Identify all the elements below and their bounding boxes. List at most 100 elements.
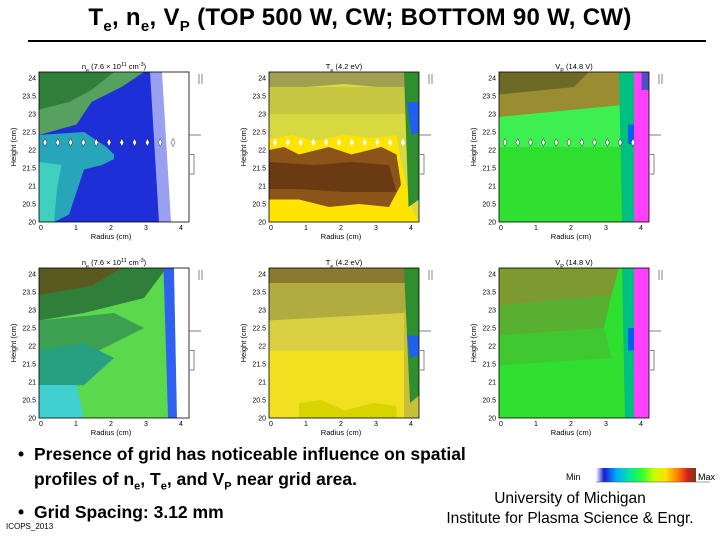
contour-region — [407, 102, 419, 135]
x-tick-label: 0 — [39, 225, 43, 232]
y-tick-label: 23 — [258, 308, 266, 315]
plot-frame — [498, 71, 650, 223]
y-tick-label: 23.5 — [252, 290, 266, 297]
x-tick-label: 3 — [604, 421, 608, 428]
x-tick-label: 2 — [109, 421, 113, 428]
legend-min-label: Min — [566, 472, 581, 482]
grid-wire-marker — [273, 138, 277, 147]
contour-region — [499, 105, 627, 147]
y-tick-label: 22.5 — [482, 326, 496, 333]
x-tick-label: 1 — [304, 225, 308, 232]
x-axis-label: Radius (cm) — [551, 232, 592, 241]
bullet-item: • Presence of grid has noticeable influe… — [18, 442, 538, 467]
plot-frame — [38, 71, 190, 223]
y-tick-label: 22.5 — [252, 326, 266, 333]
contour-panel: Te (4.2 eV) 24 23.5 23 22.5 22 21.5 21 20.5 20 0 1 2… — [232, 60, 468, 250]
affiliation-block: University of Michigan Institute for Pla… — [420, 489, 720, 529]
y-tick-label: 24 — [488, 272, 496, 279]
y-tick-label: 22.5 — [22, 130, 36, 137]
contour-fill — [39, 72, 189, 222]
bullet-dot-icon: • — [18, 444, 25, 464]
legend-gradient-bar — [596, 468, 696, 482]
contour-region — [39, 313, 144, 351]
y-tick-label: 23.5 — [482, 94, 496, 101]
y-tick-label: 20.5 — [252, 202, 266, 209]
grid-wire-marker — [401, 138, 405, 147]
y-tick-label: 24 — [258, 272, 266, 279]
grid-wire-marker — [553, 138, 559, 147]
title-underline — [28, 40, 706, 42]
reactor-geometry-outline — [189, 270, 203, 371]
contour-region — [39, 72, 114, 110]
grid-wire-marker — [515, 138, 521, 147]
y-tick-label: 21 — [258, 380, 266, 387]
contour-region — [619, 72, 634, 222]
y-tick-label: 21 — [488, 184, 496, 191]
contour-panel: VP (14.8 V) 24 23.5 23 22.5 22 21.5 21 20.5 20 0 1 2… — [462, 256, 698, 446]
contour-region — [641, 72, 649, 90]
contour-region — [39, 385, 84, 418]
grid-wire-marker — [605, 138, 610, 147]
y-tick-label: 21.5 — [22, 362, 36, 369]
grid-wire-marker — [349, 138, 354, 147]
contour-region — [269, 72, 419, 90]
grid-wire-marker — [68, 138, 73, 147]
bullet-list: • Presence of grid has noticeable influe… — [18, 442, 538, 525]
conference-footer: ICOPS_2013 — [6, 522, 54, 531]
bullet-item: • Grid Spacing: 3.12 mm — [18, 500, 538, 525]
x-tick-label: 0 — [499, 225, 503, 232]
x-tick-label: 3 — [374, 225, 378, 232]
x-axis-label: Radius (cm) — [91, 232, 132, 241]
y-tick-label: 20.5 — [482, 202, 496, 209]
grid-wire-marker — [579, 138, 585, 147]
y-tick-label: 20.5 — [482, 398, 496, 405]
y-tick-label: 22.5 — [482, 130, 496, 137]
y-tick-label: 22 — [258, 344, 266, 351]
y-tick-label: 23.5 — [252, 94, 266, 101]
y-tick-label: 23 — [28, 308, 36, 315]
contour-region — [499, 295, 612, 336]
y-tick-label: 21.5 — [22, 166, 36, 173]
y-tick-label: 24 — [488, 76, 496, 83]
y-tick-label: 21 — [28, 380, 36, 387]
y-tick-label: 22 — [488, 148, 496, 155]
y-tick-label: 24 — [258, 76, 266, 83]
y-axis-label: Height (cm) — [239, 127, 248, 166]
grid-wire-marker — [170, 138, 176, 147]
x-tick-label: 2 — [109, 225, 113, 232]
y-axis-label: Height (cm) — [469, 323, 478, 362]
contour-region — [634, 72, 649, 222]
y-tick-label: 20.5 — [22, 398, 36, 405]
grid-wire-marker — [630, 138, 636, 147]
y-tick-label: 24 — [28, 272, 36, 279]
grid-wire-marker — [298, 138, 303, 147]
x-tick-label: 3 — [604, 225, 608, 232]
panel-header: VP (14.8 V) — [555, 258, 593, 270]
y-tick-label: 22 — [258, 148, 266, 155]
y-tick-label: 20 — [28, 220, 36, 227]
y-tick-label: 23.5 — [22, 94, 36, 101]
x-axis-label: Radius (cm) — [551, 428, 592, 437]
y-axis-label: Height (cm) — [469, 127, 478, 166]
contour-region — [269, 313, 404, 351]
x-tick-label: 4 — [639, 421, 643, 428]
panel-header: Te (4.2 eV) — [326, 62, 363, 74]
x-tick-label: 1 — [74, 225, 78, 232]
panel-header: Te (4.2 eV) — [326, 258, 363, 270]
x-tick-label: 4 — [179, 421, 183, 428]
contour-region — [407, 335, 419, 358]
reactor-geometry-outline — [649, 74, 663, 175]
x-axis-label: Radius (cm) — [321, 232, 362, 241]
contour-region — [499, 72, 589, 95]
y-tick-label: 20 — [258, 416, 266, 423]
reactor-geometry-outline — [419, 270, 433, 371]
y-tick-label: 21.5 — [482, 362, 496, 369]
grid-wire-marker — [617, 138, 623, 147]
x-tick-label: 0 — [39, 421, 43, 428]
y-tick-label: 21 — [258, 184, 266, 191]
y-tick-label: 20 — [488, 416, 496, 423]
grid-wire-marker — [132, 138, 137, 147]
contour-region — [269, 268, 419, 286]
